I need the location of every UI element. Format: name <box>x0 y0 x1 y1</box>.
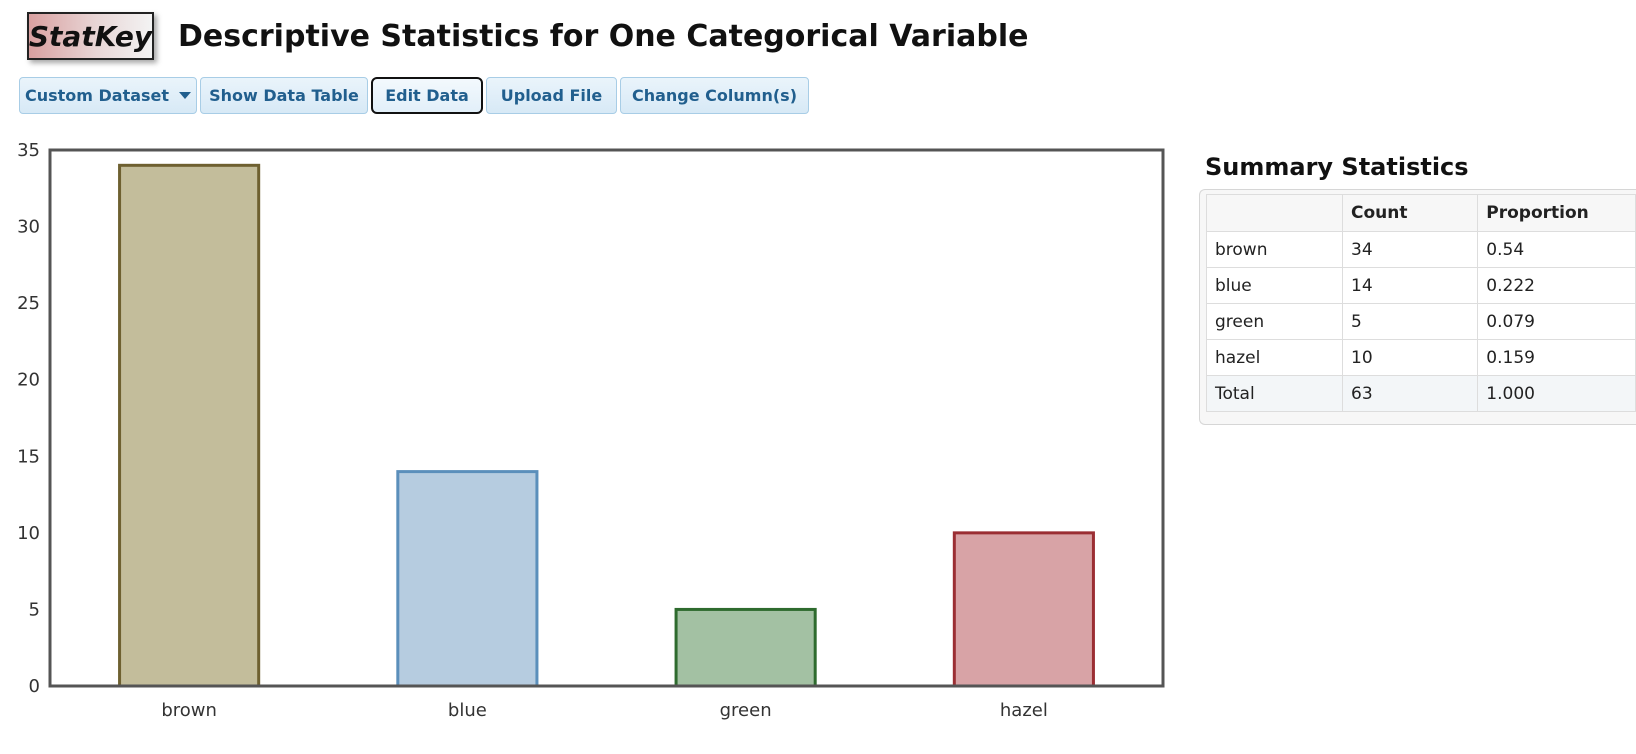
table-row: hazel 10 0.159 <box>1206 339 1636 376</box>
x-tick-label: brown <box>161 700 217 721</box>
y-tick-label: 5 <box>29 599 40 620</box>
custom-dataset-label: Custom Dataset <box>24 86 170 105</box>
bar-chart: 0 5 10 15 20 25 30 35 brown blue green hazel <box>17 140 1165 721</box>
row-count: 10 <box>1341 339 1479 376</box>
bar-blue <box>396 470 539 688</box>
change-columns-button[interactable]: Change Column(s) <box>620 77 809 114</box>
row-count: 34 <box>1341 231 1479 268</box>
row-label: brown <box>1206 231 1343 268</box>
y-tick-label: 10 <box>17 523 40 544</box>
caret-down-icon <box>179 92 192 99</box>
row-label: green <box>1206 303 1343 340</box>
row-proportion: 0.222 <box>1477 267 1636 304</box>
summary-table: Count Proportion brown 34 0.54 blue 14 0… <box>1206 194 1636 412</box>
bar-brown <box>118 163 261 688</box>
row-label: blue <box>1206 267 1343 304</box>
statkey-logo[interactable]: StatKey <box>27 12 154 60</box>
custom-dataset-button[interactable]: Custom Dataset <box>19 77 197 114</box>
total-label: Total <box>1206 375 1343 412</box>
table-row: green 5 0.079 <box>1206 303 1636 340</box>
y-tick-label: 35 <box>17 140 40 161</box>
table-row: blue 14 0.222 <box>1206 267 1636 304</box>
y-tick-label: 30 <box>17 217 40 238</box>
row-proportion: 0.54 <box>1477 231 1636 268</box>
header-proportion: Proportion <box>1477 194 1636 232</box>
toolbar: Custom Dataset Show Data Table Edit Data… <box>19 77 812 114</box>
show-data-table-button[interactable]: Show Data Table <box>200 77 368 114</box>
bar-green <box>674 607 817 688</box>
header-category <box>1206 194 1343 232</box>
plot-frame <box>48 148 1165 688</box>
row-count: 5 <box>1341 303 1479 340</box>
edit-data-button[interactable]: Edit Data <box>371 77 483 114</box>
x-tick-label: hazel <box>1000 700 1048 721</box>
x-tick-label: green <box>720 700 772 721</box>
row-proportion: 0.079 <box>1477 303 1636 340</box>
header: StatKey Descriptive Statistics for One C… <box>27 12 1028 60</box>
row-proportion: 0.159 <box>1477 339 1636 376</box>
total-count: 63 <box>1341 375 1479 412</box>
y-axis: 0 5 10 15 20 25 30 35 <box>17 140 40 697</box>
y-tick-label: 15 <box>17 446 40 467</box>
y-tick-label: 25 <box>17 293 40 314</box>
bar-hazel <box>952 531 1095 688</box>
y-tick-label: 20 <box>17 370 40 391</box>
row-label: hazel <box>1206 339 1343 376</box>
page-title: Descriptive Statistics for One Categoric… <box>178 18 1029 54</box>
summary-panel: Count Proportion brown 34 0.54 blue 14 0… <box>1199 189 1636 425</box>
x-axis: brown blue green hazel <box>161 700 1048 721</box>
table-header-row: Count Proportion <box>1206 194 1636 232</box>
upload-file-button[interactable]: Upload File <box>486 77 617 114</box>
summary-title: Summary Statistics <box>1205 153 1469 181</box>
header-count: Count <box>1341 194 1479 232</box>
total-row: Total 63 1.000 <box>1206 375 1636 412</box>
table-row: brown 34 0.54 <box>1206 231 1636 268</box>
x-tick-label: blue <box>448 700 487 721</box>
total-proportion: 1.000 <box>1477 375 1636 412</box>
y-tick-label: 0 <box>29 676 40 697</box>
row-count: 14 <box>1341 267 1479 304</box>
bars <box>118 163 1095 688</box>
